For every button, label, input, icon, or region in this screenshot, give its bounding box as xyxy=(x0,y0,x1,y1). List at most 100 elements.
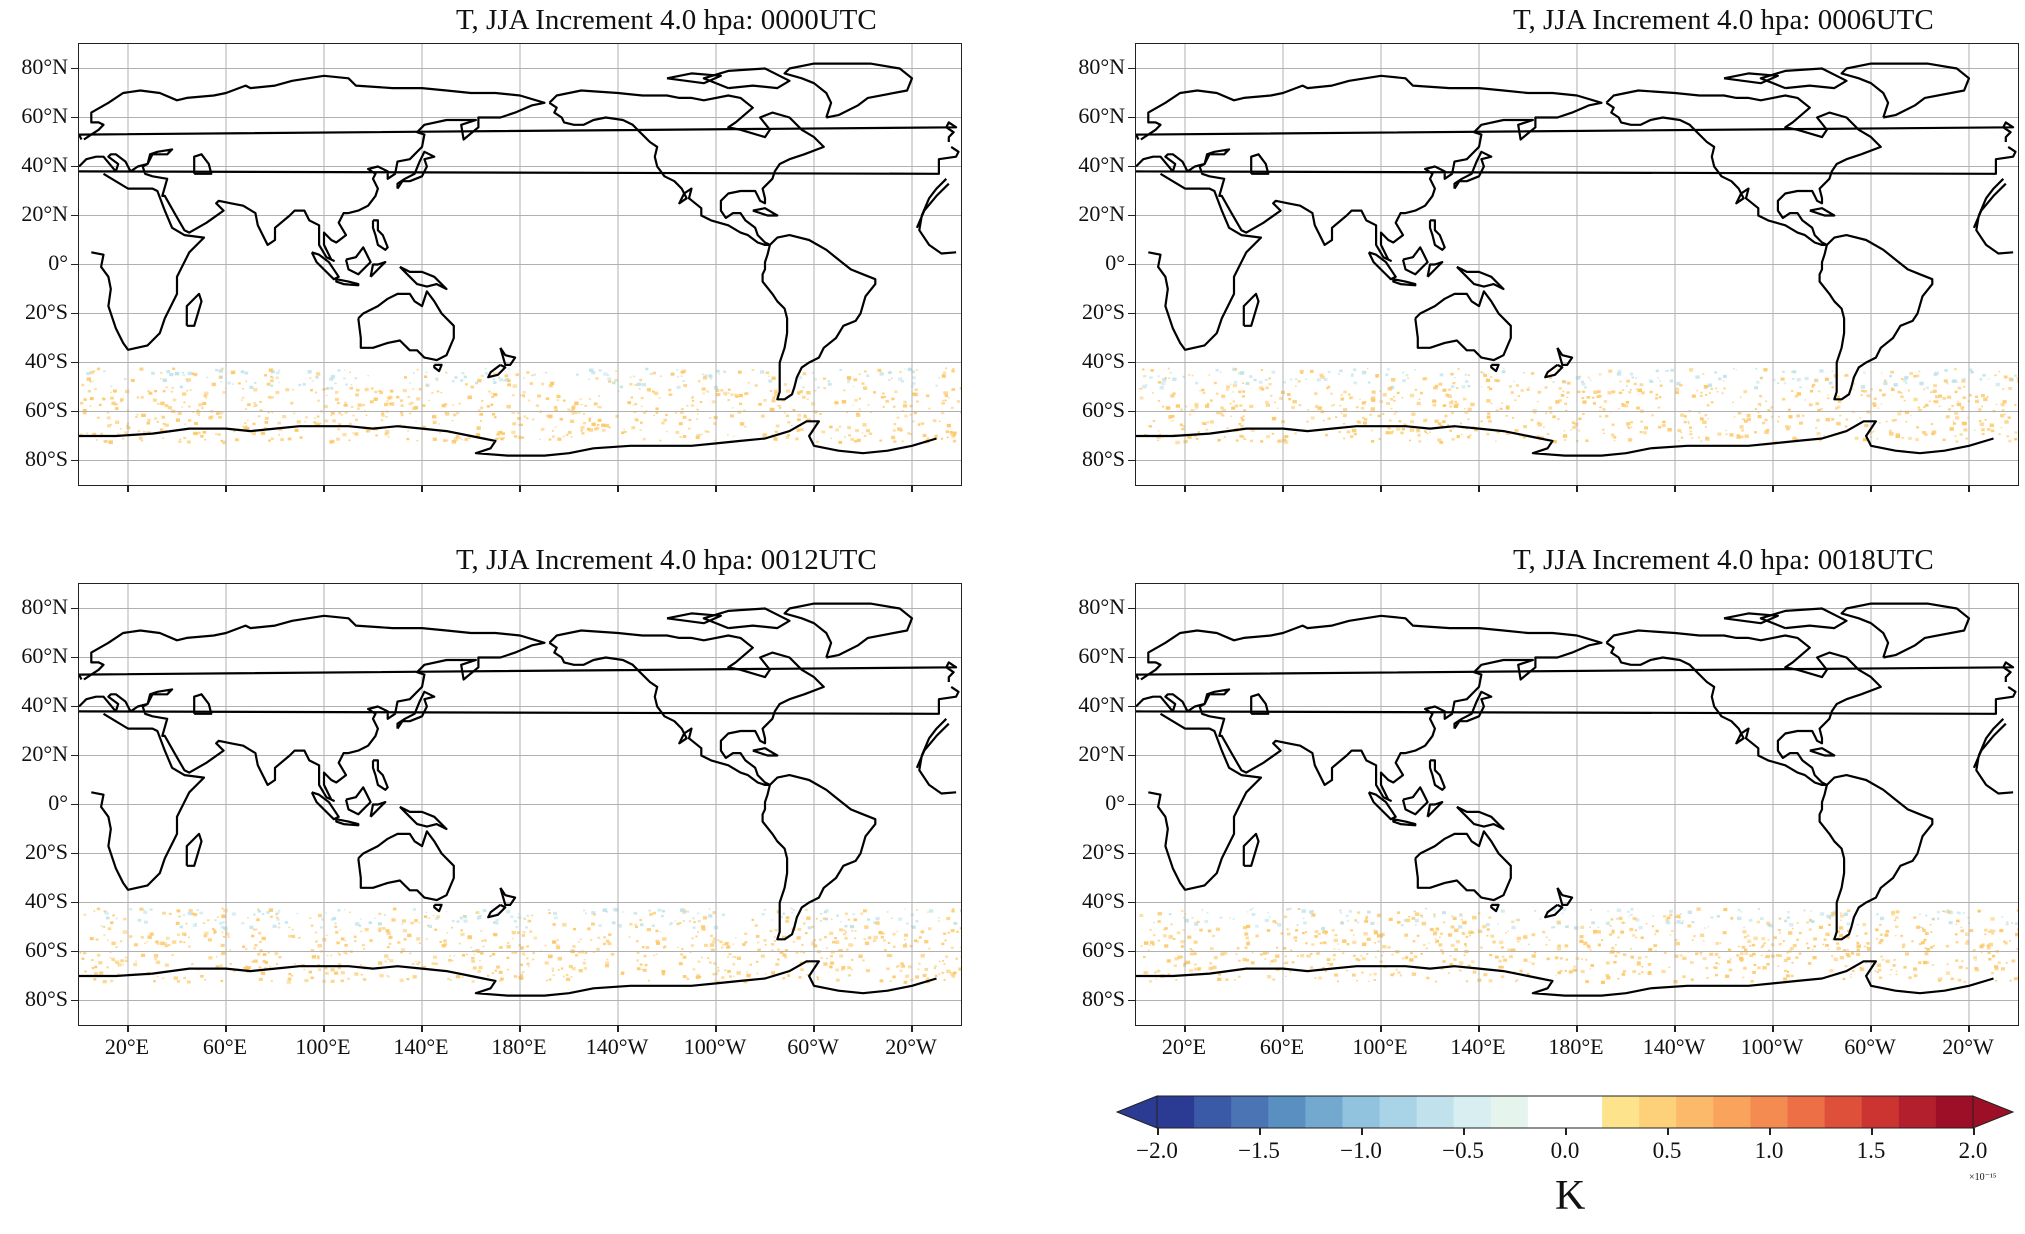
field-cell xyxy=(338,423,342,426)
field-cell xyxy=(1139,387,1143,390)
field-cell xyxy=(769,390,773,393)
field-cell xyxy=(1389,431,1394,435)
field-cell xyxy=(1242,435,1245,438)
coastline xyxy=(1136,420,1994,457)
field-cell xyxy=(1405,918,1411,923)
colorbar-segment xyxy=(1602,1096,1640,1128)
coastline xyxy=(1242,292,1260,327)
field-cell xyxy=(1930,946,1934,949)
field-cell xyxy=(660,914,664,918)
field-cell xyxy=(1363,931,1368,936)
field-cell xyxy=(409,952,412,955)
lat-tick xyxy=(1128,852,1135,854)
field-cell xyxy=(1630,908,1634,911)
field-cell xyxy=(896,416,900,419)
field-cell xyxy=(115,946,118,948)
field-cell xyxy=(1157,939,1161,942)
field-cell xyxy=(1723,907,1728,912)
field-cell xyxy=(1710,401,1714,404)
field-cell xyxy=(303,968,306,971)
field-cell xyxy=(293,412,296,415)
field-cell xyxy=(1730,917,1734,920)
field-cell xyxy=(879,372,884,376)
field-cell xyxy=(1362,416,1365,419)
field-cell xyxy=(1294,940,1297,942)
field-cell xyxy=(691,399,695,402)
field-cell xyxy=(815,918,818,920)
field-cell xyxy=(1498,965,1502,969)
field-cell xyxy=(1589,926,1592,928)
field-cell xyxy=(1922,430,1927,435)
field-cell xyxy=(247,917,249,919)
field-cell xyxy=(399,978,404,983)
lat-tick-label: 0° xyxy=(48,249,68,275)
field-cell xyxy=(1265,403,1271,407)
field-cell xyxy=(551,967,555,970)
field-cell xyxy=(1764,956,1767,959)
coastline xyxy=(702,607,791,630)
field-cell xyxy=(1409,393,1415,398)
field-cell xyxy=(1377,913,1382,918)
field-cell xyxy=(639,918,643,922)
field-cell xyxy=(316,372,321,376)
field-cell xyxy=(2003,413,2006,416)
field-cell xyxy=(1979,377,1983,380)
field-cell xyxy=(1878,941,1882,945)
field-cell xyxy=(1296,955,1299,957)
field-cell xyxy=(1276,407,1279,409)
field-cell xyxy=(608,426,611,429)
field-cell xyxy=(89,380,92,383)
field-cell xyxy=(397,941,401,944)
field-cell xyxy=(888,371,892,374)
field-cell xyxy=(643,411,646,414)
field-cell xyxy=(810,402,816,406)
field-cell xyxy=(1936,910,1941,914)
colorbar-segment xyxy=(1787,1096,1826,1128)
field-cell xyxy=(1449,429,1452,432)
coastline xyxy=(499,887,517,906)
field-cell xyxy=(1883,381,1888,386)
field-cell xyxy=(1688,423,1690,425)
field-cell xyxy=(1585,980,1589,984)
field-cell xyxy=(1303,921,1307,925)
field-cell xyxy=(704,374,708,377)
field-cell xyxy=(1242,925,1248,930)
field-cell xyxy=(192,923,198,928)
field-cell xyxy=(575,373,579,376)
field-cell xyxy=(268,439,271,442)
field-cell xyxy=(275,911,280,915)
field-cell xyxy=(1796,938,1799,941)
field-cell xyxy=(260,431,266,435)
lat-tick xyxy=(1128,656,1135,658)
field-cell xyxy=(597,423,600,426)
field-cell xyxy=(1847,929,1851,933)
coastline xyxy=(1401,786,1429,816)
field-cell xyxy=(315,375,319,379)
field-cell xyxy=(1414,912,1420,916)
field-cell xyxy=(2000,967,2005,971)
field-cell xyxy=(1817,390,1821,393)
field-cell xyxy=(459,916,464,920)
lat-tick-label: 40°S xyxy=(24,887,68,913)
field-cell xyxy=(179,438,182,440)
coastline xyxy=(1136,614,2017,802)
field-cell xyxy=(1955,923,1958,926)
field-cell xyxy=(1408,439,1411,442)
field-cell xyxy=(1377,940,1381,943)
field-cell xyxy=(483,939,487,942)
field-cell xyxy=(835,968,839,972)
field-cell xyxy=(1211,934,1216,938)
field-cell xyxy=(1920,941,1925,945)
field-cell xyxy=(304,421,307,423)
field-cell xyxy=(1482,924,1487,929)
field-cell xyxy=(375,434,378,437)
field-cell xyxy=(475,911,480,914)
field-cell xyxy=(830,918,833,920)
lat-tick-label: 40°S xyxy=(1081,347,1125,373)
lat-tick-label: 40°N xyxy=(21,151,68,177)
coastline xyxy=(1148,172,2014,351)
field-cell xyxy=(1962,406,1965,409)
field-cell xyxy=(907,432,911,435)
field-cell xyxy=(1788,415,1793,419)
field-cell xyxy=(1454,948,1459,952)
